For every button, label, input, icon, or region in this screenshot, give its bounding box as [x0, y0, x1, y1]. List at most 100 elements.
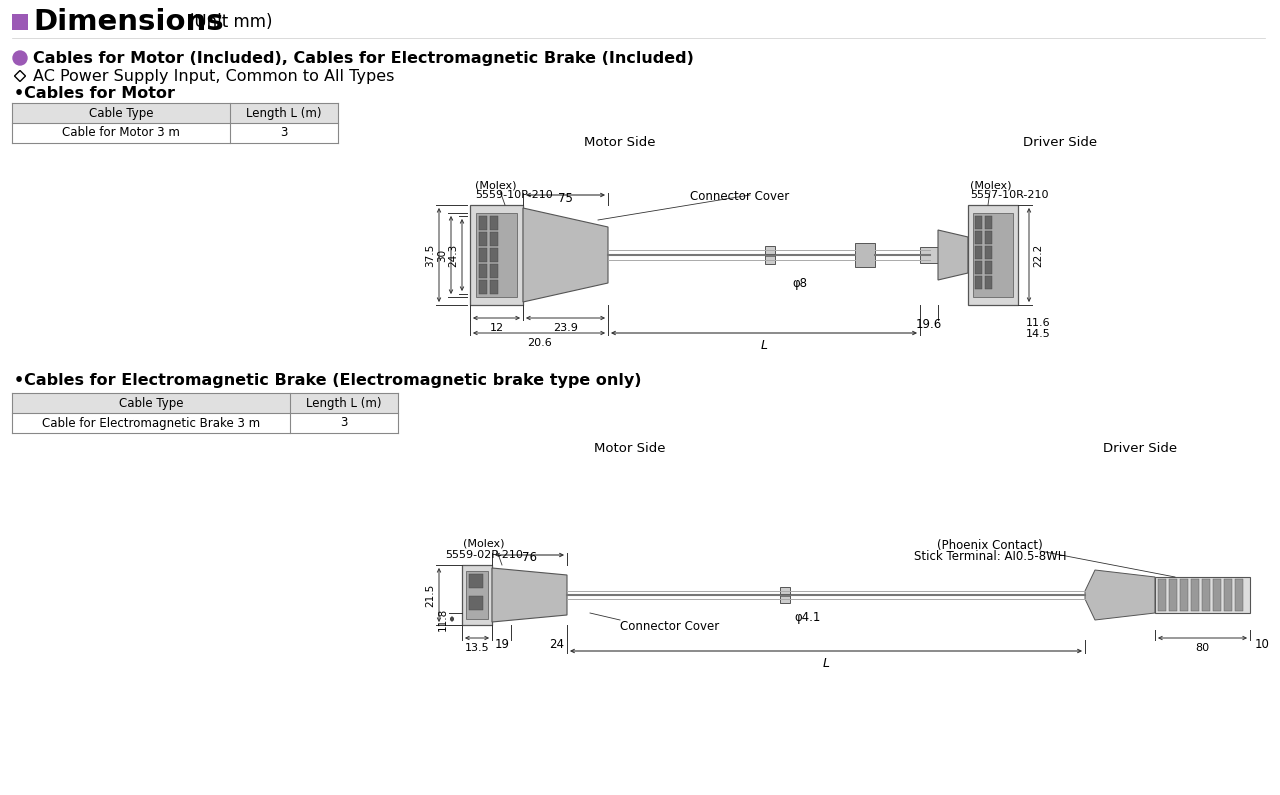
Text: 30: 30: [436, 248, 447, 262]
Text: 11.6: 11.6: [1027, 318, 1051, 328]
Text: 80: 80: [1196, 643, 1210, 653]
Text: L: L: [823, 657, 829, 670]
Bar: [12, 14, 28, 30]
Bar: [468, 596, 483, 610]
Text: 11.8: 11.8: [438, 607, 448, 630]
Bar: [1190, 579, 1199, 611]
Bar: [12, 123, 338, 143]
Polygon shape: [524, 208, 608, 302]
Bar: [1158, 579, 1166, 611]
Text: Cable Type: Cable Type: [119, 397, 183, 409]
Text: 22.2: 22.2: [1033, 243, 1043, 266]
Text: (Unit mm): (Unit mm): [188, 13, 273, 31]
Bar: [765, 246, 774, 264]
Bar: [975, 261, 982, 274]
Text: 24: 24: [549, 638, 564, 651]
Bar: [479, 248, 486, 262]
Bar: [490, 280, 498, 294]
Text: 14.5: 14.5: [1027, 329, 1051, 339]
Bar: [468, 574, 483, 588]
Bar: [986, 261, 992, 274]
Bar: [12, 413, 398, 433]
Text: (Molex): (Molex): [475, 180, 517, 190]
Bar: [975, 216, 982, 229]
Text: 12: 12: [489, 323, 503, 333]
Bar: [466, 571, 488, 619]
Bar: [479, 216, 486, 230]
Text: 5559-02P-210: 5559-02P-210: [445, 550, 524, 560]
Text: Length L (m): Length L (m): [306, 397, 381, 409]
Text: Cable for Electromagnetic Brake 3 m: Cable for Electromagnetic Brake 3 m: [42, 417, 260, 429]
Text: 24.3: 24.3: [448, 243, 458, 266]
Bar: [479, 264, 486, 278]
Text: Length L (m): Length L (m): [246, 107, 321, 119]
Text: φ8: φ8: [792, 277, 808, 289]
Bar: [968, 205, 1018, 305]
Text: Driver Side: Driver Side: [1103, 441, 1178, 455]
Text: (Molex): (Molex): [463, 539, 504, 549]
Text: 3: 3: [280, 126, 288, 139]
Text: 23.9: 23.9: [553, 323, 579, 333]
Bar: [986, 231, 992, 244]
Polygon shape: [492, 568, 567, 622]
Text: 20.6: 20.6: [526, 338, 552, 348]
Text: AC Power Supply Input, Common to All Types: AC Power Supply Input, Common to All Typ…: [33, 68, 394, 83]
Text: 5557-10R-210: 5557-10R-210: [970, 190, 1048, 200]
Bar: [855, 243, 876, 267]
Bar: [1202, 579, 1210, 611]
Bar: [490, 216, 498, 230]
Text: 19.6: 19.6: [916, 318, 942, 331]
Bar: [780, 587, 790, 603]
Text: Dimensions: Dimensions: [33, 8, 224, 36]
Text: Connector Cover: Connector Cover: [620, 620, 719, 633]
Bar: [462, 565, 492, 625]
Polygon shape: [1085, 570, 1155, 620]
Text: Motor Side: Motor Side: [594, 441, 666, 455]
Text: •Cables for Motor: •Cables for Motor: [14, 86, 175, 100]
Bar: [973, 213, 1012, 297]
Text: L: L: [760, 339, 768, 352]
Text: 10: 10: [1254, 638, 1270, 651]
Text: 3: 3: [340, 417, 348, 429]
Text: Stick Terminal: AI0.5-8WH: Stick Terminal: AI0.5-8WH: [914, 550, 1066, 563]
Bar: [1235, 579, 1243, 611]
Text: Cable for Motor 3 m: Cable for Motor 3 m: [61, 126, 180, 139]
Text: 19: 19: [494, 638, 509, 651]
Bar: [479, 280, 486, 294]
Bar: [470, 205, 524, 305]
Bar: [975, 246, 982, 259]
Text: Connector Cover: Connector Cover: [690, 190, 790, 203]
Text: Cables for Motor (Included), Cables for Electromagnetic Brake (Included): Cables for Motor (Included), Cables for …: [33, 51, 694, 65]
Text: φ4.1: φ4.1: [795, 611, 822, 623]
Text: 5559-10P-210: 5559-10P-210: [475, 190, 553, 200]
Bar: [12, 103, 338, 123]
Bar: [920, 247, 938, 263]
Bar: [986, 276, 992, 289]
Text: Driver Side: Driver Side: [1023, 137, 1097, 149]
Bar: [1169, 579, 1178, 611]
Bar: [1180, 579, 1188, 611]
Text: (Molex): (Molex): [970, 180, 1011, 190]
Bar: [1155, 577, 1251, 613]
Text: 76: 76: [522, 551, 538, 564]
Text: 37.5: 37.5: [425, 243, 435, 266]
Bar: [490, 264, 498, 278]
Bar: [975, 276, 982, 289]
Bar: [12, 393, 398, 413]
Text: Cable Type: Cable Type: [88, 107, 154, 119]
Text: •Cables for Electromagnetic Brake (Electromagnetic brake type only): •Cables for Electromagnetic Brake (Elect…: [14, 373, 641, 387]
Bar: [490, 248, 498, 262]
Bar: [490, 232, 498, 246]
Text: Motor Side: Motor Side: [584, 137, 655, 149]
Bar: [975, 231, 982, 244]
Bar: [479, 232, 486, 246]
Bar: [1224, 579, 1231, 611]
Bar: [986, 246, 992, 259]
Text: 21.5: 21.5: [425, 584, 435, 607]
Text: 75: 75: [558, 192, 573, 205]
Polygon shape: [938, 230, 968, 280]
Bar: [1213, 579, 1221, 611]
Bar: [476, 213, 517, 297]
Text: (Phoenix Contact): (Phoenix Contact): [937, 539, 1043, 552]
Circle shape: [13, 51, 27, 65]
